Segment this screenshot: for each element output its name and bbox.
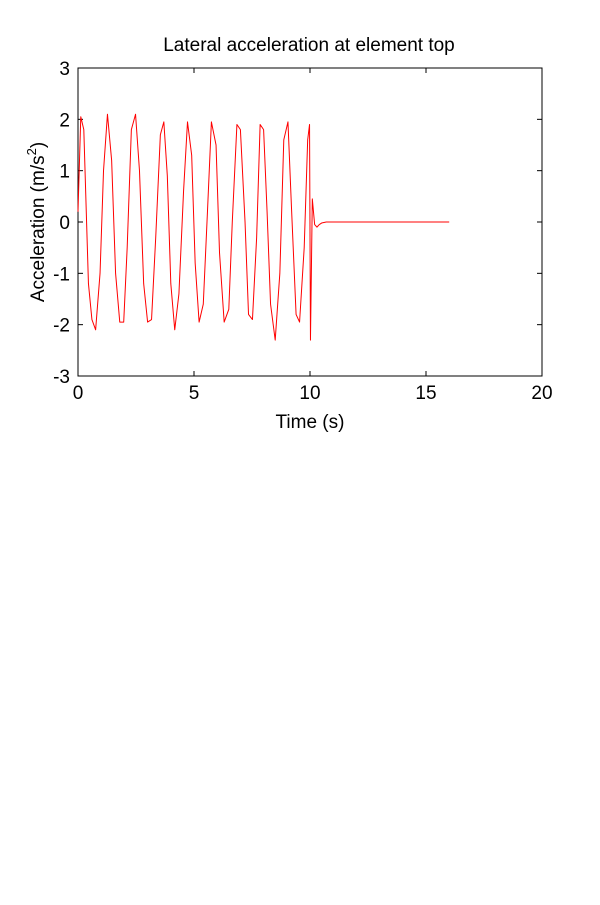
y-axis-label: Acceleration (m/s2) xyxy=(24,142,49,302)
y-axis-label-main: Acceleration (m/s xyxy=(28,155,49,302)
y-tick-label: -2 xyxy=(53,316,70,337)
y-tick-label: 0 xyxy=(59,213,70,234)
y-tick-label: -3 xyxy=(53,367,70,388)
x-tick-label: 20 xyxy=(531,383,552,404)
x-tick-label: 10 xyxy=(299,383,320,404)
y-axis-label-superscript: 2 xyxy=(24,148,39,155)
x-tick-label: 5 xyxy=(189,383,200,404)
x-tick-label: 0 xyxy=(73,383,84,404)
y-tick-label: 2 xyxy=(59,110,70,131)
y-axis-label-end: ) xyxy=(28,142,49,148)
chart-title: Lateral acceleration at element top xyxy=(163,35,455,56)
x-axis-label: Time (s) xyxy=(276,412,345,433)
y-tick-label: -1 xyxy=(53,264,70,285)
y-tick-label: 3 xyxy=(59,59,70,80)
y-tick-label: 1 xyxy=(59,162,70,183)
x-tick-label: 15 xyxy=(415,383,436,404)
